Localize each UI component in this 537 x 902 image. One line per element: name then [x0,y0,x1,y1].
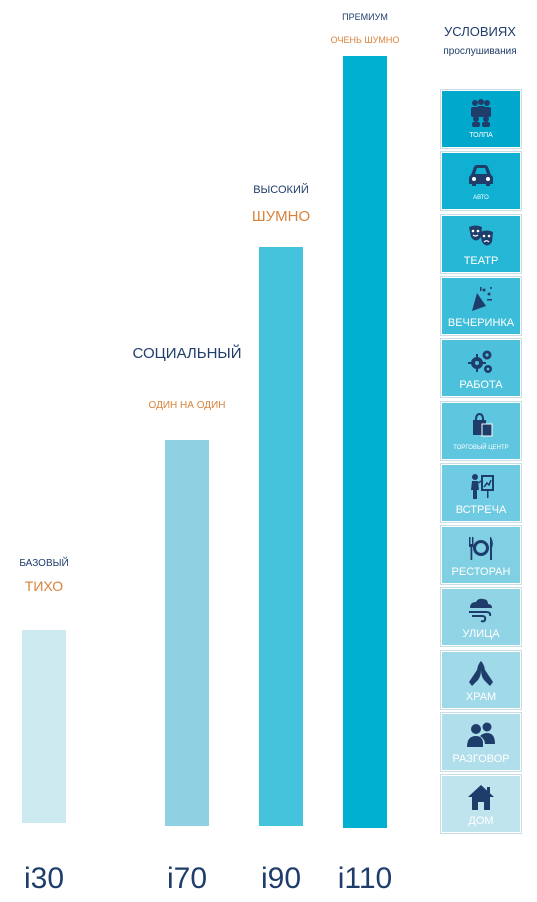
condition-tile-8: УЛИЦА [441,588,521,646]
bar-i70 [165,440,209,826]
condition-tile-2: ТЕАТР [441,215,521,273]
restaurant-icon [442,533,520,563]
condition-label: РАЗГОВОР [452,753,510,765]
gears-icon [442,346,520,376]
condition-tile-1: АВТО [441,152,521,210]
conversation-icon [442,720,520,750]
condition-tile-4: РАБОТА [441,339,521,397]
condition-label: УЛИЦА [462,628,500,640]
legend-title-line2: прослушивания [443,46,517,57]
condition-label: РЕСТОРАН [451,566,511,578]
condition-tile-0: ТОЛПА [441,90,521,148]
condition-label: ТОЛПА [469,132,493,139]
condition-label: ДОМ [468,815,494,827]
model-label-i110: i110 [337,862,393,895]
legend-title-line1: УСЛОВИЯХ [444,24,516,39]
shopping-icon [442,409,520,439]
tier-label-i70: СОЦИАЛЬНЫЙ [132,345,242,362]
noise-level-label-i30: ТИХО [24,578,64,594]
presentation-icon [442,471,520,501]
condition-label: ВЕЧЕРИНКА [447,317,515,329]
condition-label: ХРАМ [465,691,497,703]
condition-label: РАБОТА [459,379,503,391]
crowd-icon [442,97,520,127]
tier-label-i90: ВЫСОКИЙ [253,184,309,196]
model-label-i30: i30 [23,862,65,895]
party-icon [442,284,520,314]
bar-i90 [259,247,303,826]
model-label-i90: i90 [260,862,302,895]
condition-tile-3: ВЕЧЕРИНКА [441,277,521,335]
condition-tile-9: ХРАМ [441,651,521,709]
wind-icon [442,595,520,625]
condition-tile-6: ВСТРЕЧА [441,464,521,522]
condition-tile-5: ТОРГОВЫЙ ЦЕНТР [441,402,521,460]
model-label-i70: i70 [166,862,208,895]
condition-label: ТОРГОВЫЙ ЦЕНТР [453,445,509,451]
tier-label-i30: БАЗОВЫЙ [19,558,69,569]
theater-masks-icon [442,222,520,252]
condition-label: ТЕАТР [463,255,499,267]
noise-level-label-i70: ОДИН НА ОДИН [148,400,226,411]
condition-tile-10: РАЗГОВОР [441,713,521,771]
bar-i110 [343,56,387,828]
home-icon [442,782,520,812]
condition-label: ВСТРЕЧА [455,504,507,516]
noise-level-label-i90: ШУМНО [251,208,311,225]
praying-hands-icon [442,658,520,688]
bar-i30 [22,630,66,823]
tier-label-i110: ПРЕМИУМ [342,12,388,22]
noise-level-label-i110: ОЧЕНЬ ШУМНО [330,35,400,45]
car-icon [442,159,520,189]
condition-tile-11: ДОМ [441,775,521,833]
condition-label: АВТО [473,195,489,201]
condition-tile-7: РЕСТОРАН [441,526,521,584]
